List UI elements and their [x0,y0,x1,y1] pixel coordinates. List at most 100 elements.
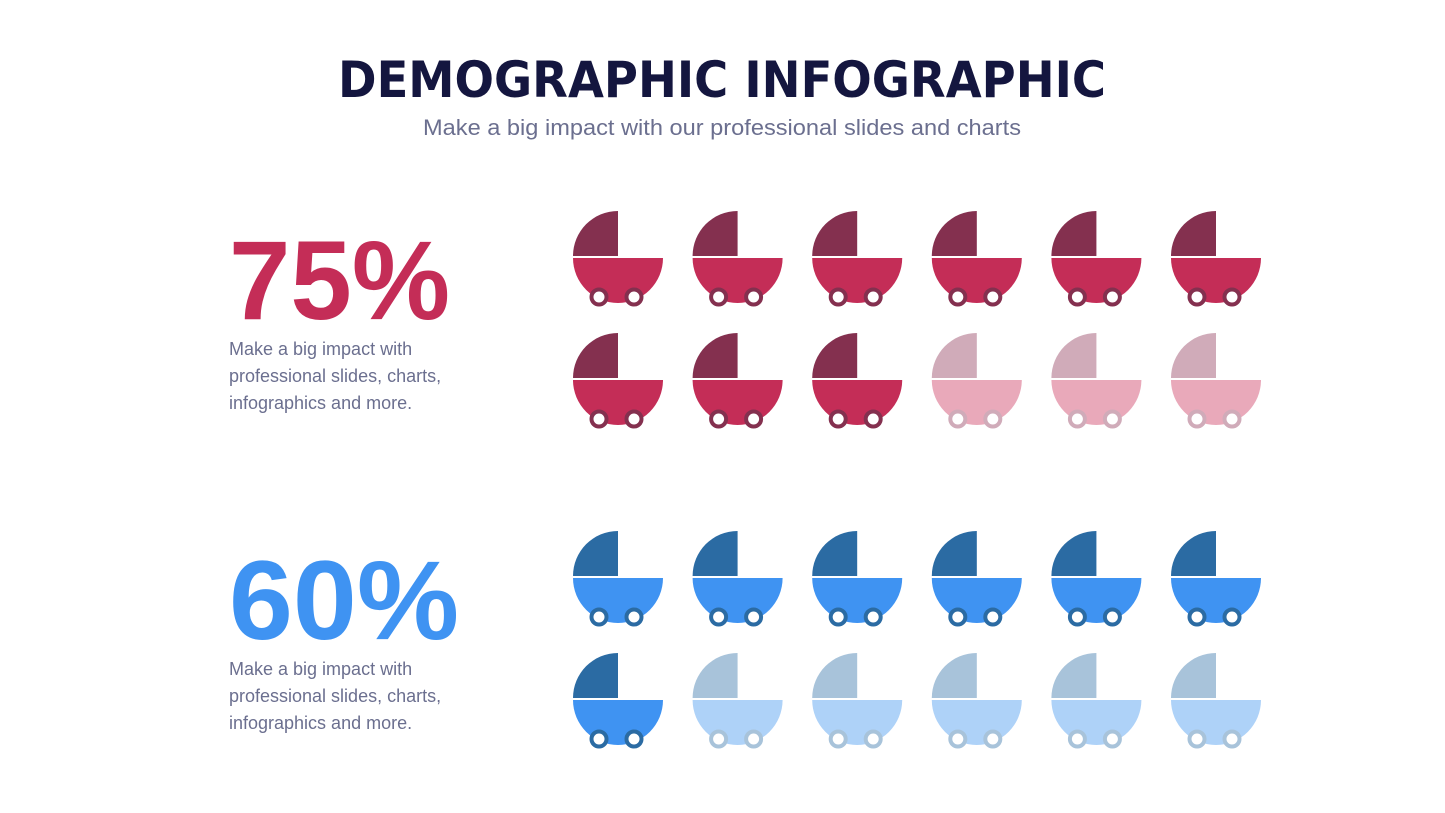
icon-wheel [589,729,609,749]
icon-wheel [863,409,883,429]
icon-filled [573,211,663,307]
icon-filled [812,531,903,627]
icon-hood [1051,211,1097,256]
description-line: professional slides, charts, [229,366,441,386]
icon-hood [931,531,977,576]
description-line: infographics and more. [229,393,412,413]
icon-wheel [744,729,764,749]
icon-filled [812,333,903,429]
icon-empty [1171,653,1261,749]
icon-basket [1051,700,1142,746]
icon-hood [573,211,618,256]
icon-wheel [1187,607,1207,627]
icon-wheel [1067,607,1087,627]
icon-filled [812,211,903,307]
icon-filled [692,333,783,429]
icon-basket [692,700,783,746]
icon-hood [1171,653,1216,698]
icon-wheel [1222,607,1242,627]
icon-basket [573,700,663,745]
icon-hood [931,211,977,256]
icon-wheel [744,607,764,627]
icon-wheel [1187,287,1207,307]
icon-basket [1171,578,1261,623]
icon-filled [1171,531,1261,627]
icon-wheel [624,409,644,429]
icon-wheel [828,607,848,627]
icon-filled [573,653,663,749]
icon-hood [1171,531,1216,576]
icon-hood [812,333,858,378]
icon-wheel [1187,409,1207,429]
icon-wheel [828,409,848,429]
icon-basket [931,578,1022,624]
icon-wheel [589,409,609,429]
icon-wheel [1102,409,1122,429]
icon-hood [931,333,977,378]
icon-hood [1051,653,1097,698]
icon-wheel [948,409,968,429]
icon-hood [692,211,738,256]
icon-empty [692,653,783,749]
icon-wheel [709,729,729,749]
icon-filled [573,333,663,429]
description-line: professional slides, charts, [229,686,441,706]
icon-basket [573,380,663,425]
icon-hood [1051,531,1097,576]
icon-basket [931,380,1022,425]
icon-basket [931,700,1022,746]
icon-basket [1171,258,1261,303]
icon-wheel [744,409,764,429]
icon-wheel [863,287,883,307]
icon-hood [573,653,618,698]
icon-wheel [863,607,883,627]
icon-hood [812,211,858,256]
icon-filled [692,211,783,307]
percent: 60% [229,538,459,663]
icon-hood [812,531,858,576]
icon-empty [1051,333,1142,429]
icon-hood [573,531,618,576]
icon-filled [931,211,1022,307]
icon-hood [812,653,858,698]
icon-wheel [589,607,609,627]
icon-wheel [1067,729,1087,749]
subtitle: Make a big impact with our professional … [423,115,1021,140]
icon-wheel [983,409,1003,429]
icon-wheel [709,607,729,627]
icon-hood [692,653,738,698]
icon-wheel [1102,729,1122,749]
description-line: Make a big impact with [229,659,412,679]
icon-wheel [983,729,1003,749]
icon-basket [1051,258,1142,303]
icon-wheel [709,409,729,429]
icon-wheel [828,729,848,749]
icon-hood [1171,211,1216,256]
icon-basket [1171,700,1261,745]
icon-basket [692,258,783,303]
icon-hood [692,531,738,576]
icon-filled [573,531,663,627]
icon-wheel [983,287,1003,307]
icon-wheel [948,607,968,627]
icon-wheel [589,287,609,307]
title: DEMOGRAPHIC INFOGRAPHIC [338,51,1106,109]
icon-hood [692,333,738,378]
icon-filled [1051,531,1142,627]
icon-hood [931,653,977,698]
icon-wheel [948,287,968,307]
icon-wheel [863,729,883,749]
icon-wheel [948,729,968,749]
icon-hood [573,333,618,378]
icon-basket [1171,380,1261,425]
icon-basket [692,578,783,624]
icon-empty [812,653,903,749]
icon-hood [1051,333,1097,378]
icon-basket [812,578,903,624]
icon-wheel [1067,287,1087,307]
icon-wheel [1222,729,1242,749]
icon-basket [573,578,663,623]
icon-hood [1171,333,1216,378]
